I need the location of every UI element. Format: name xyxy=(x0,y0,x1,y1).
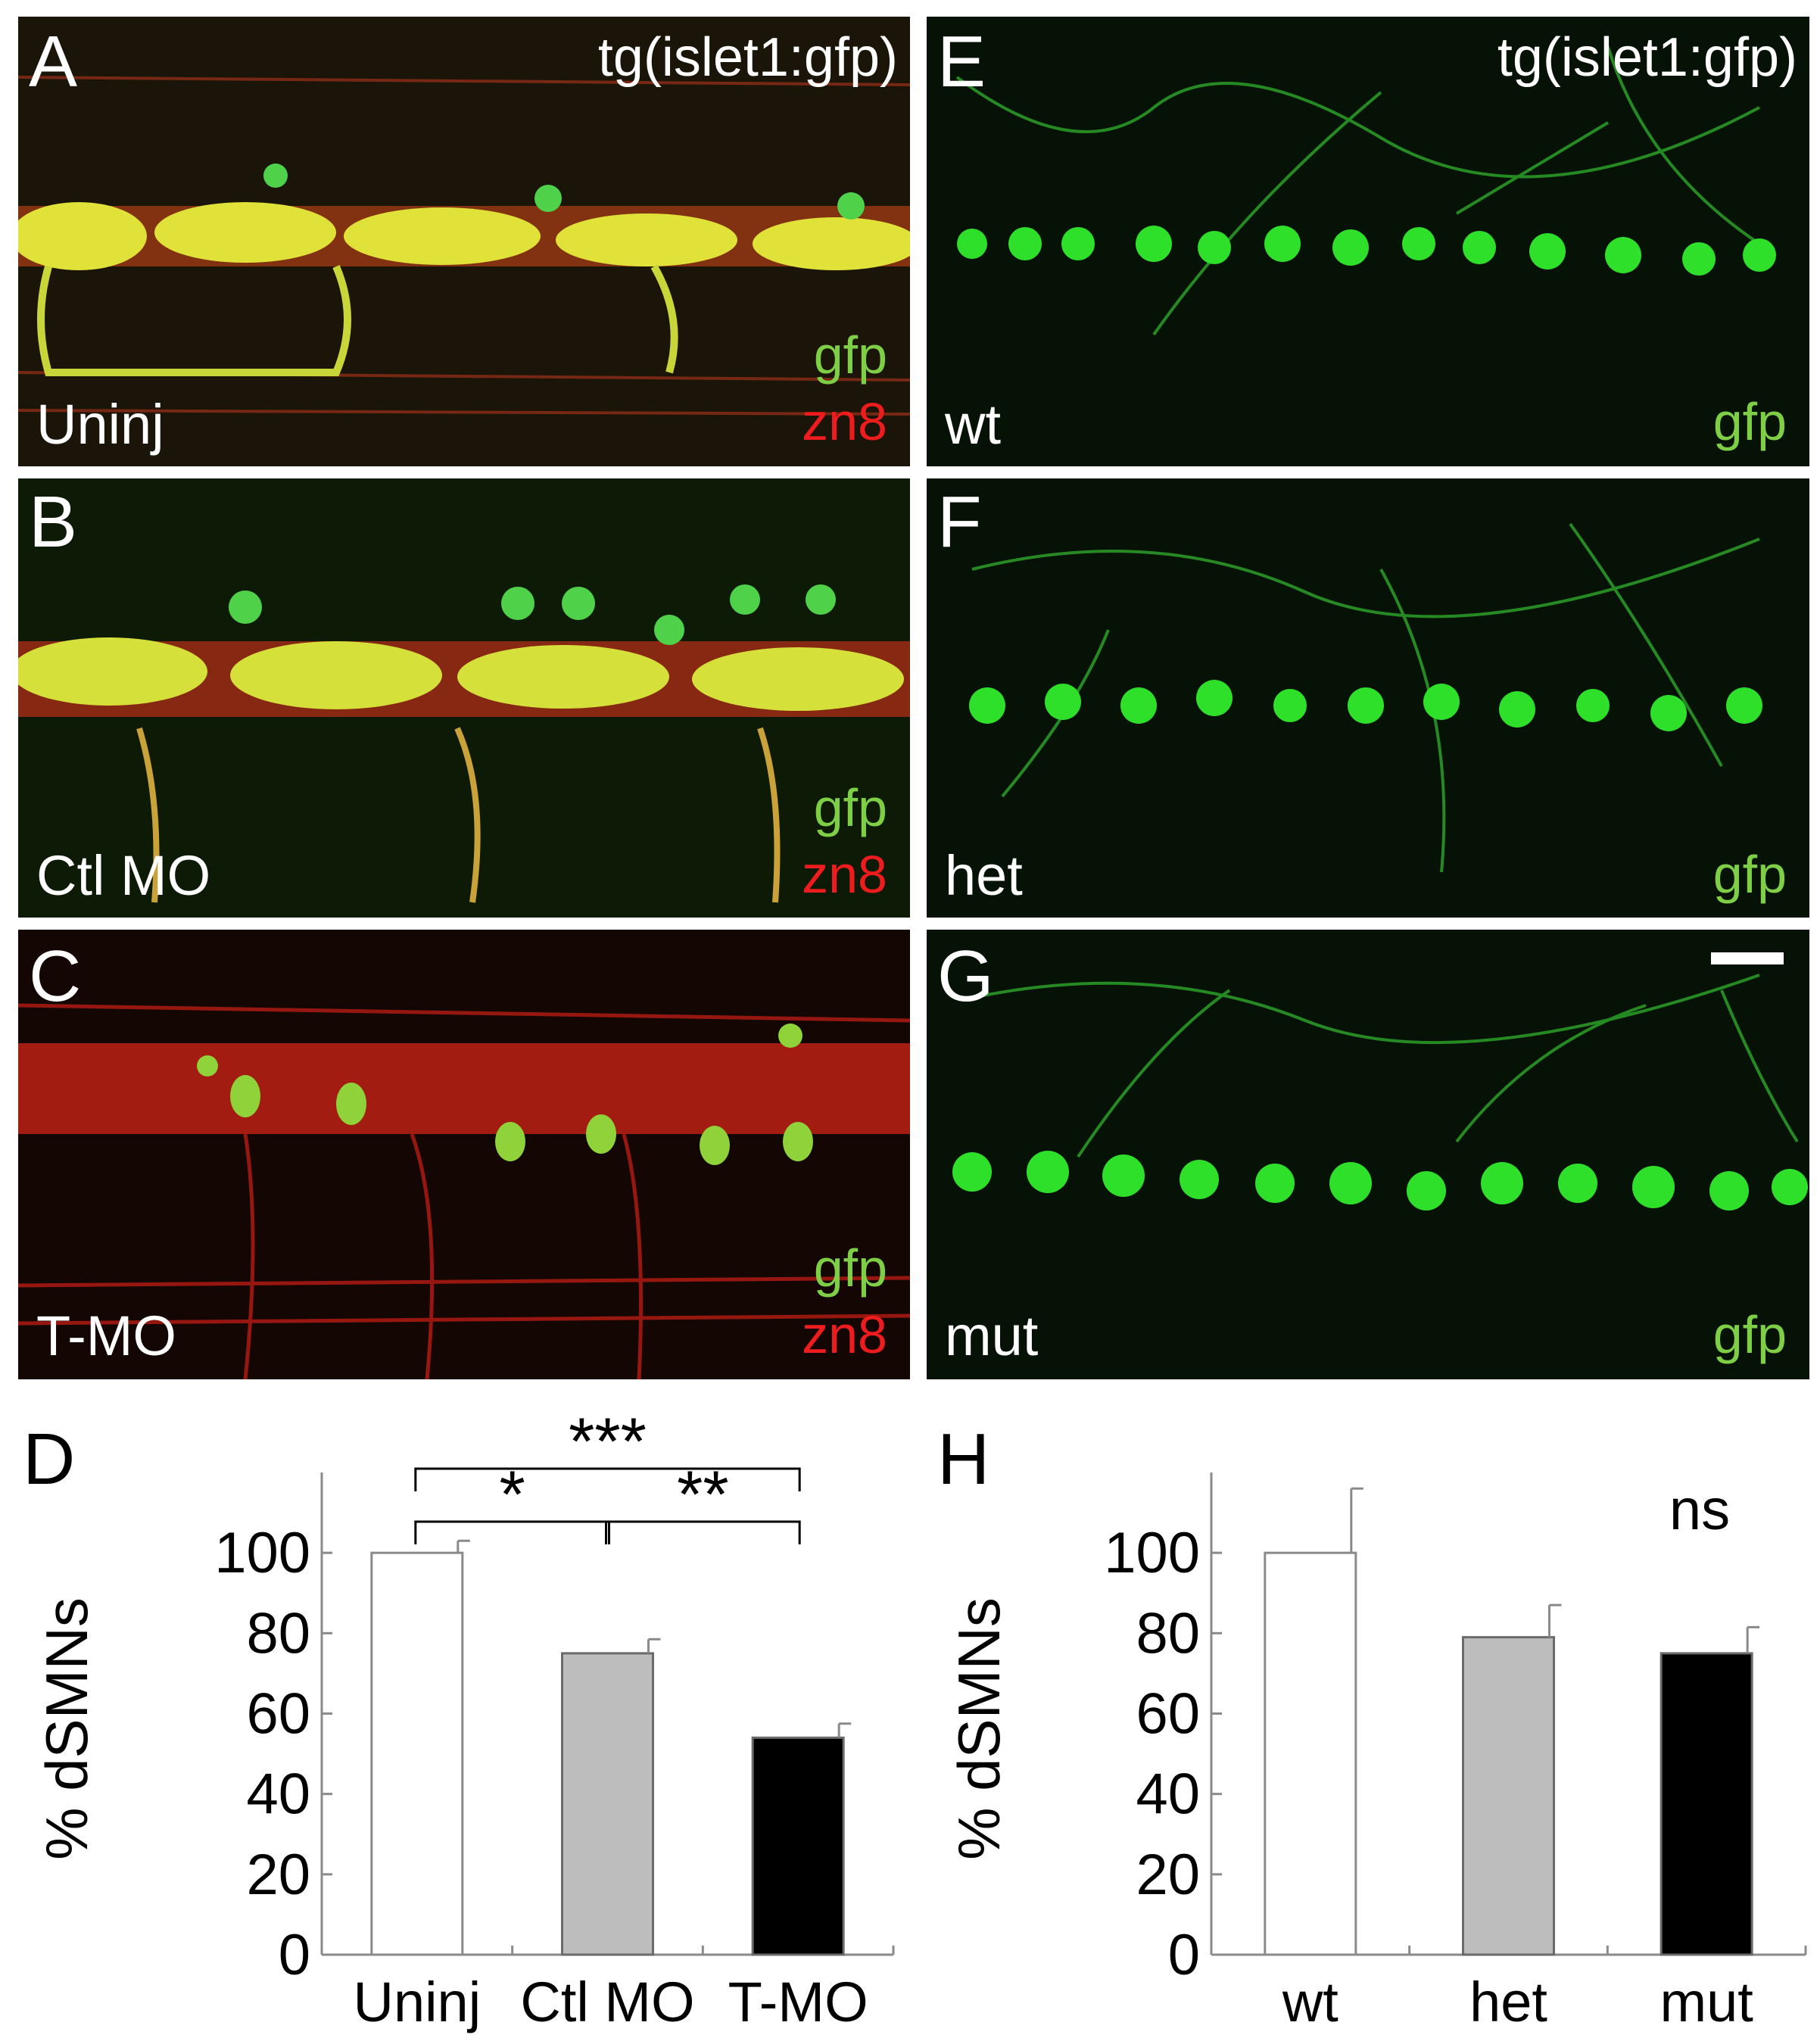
y-tick-label: 100 xyxy=(1104,1521,1200,1585)
micrograph-panel-b: B gfp zn8 Ctl MO xyxy=(18,478,910,918)
micrograph-b-image xyxy=(18,478,910,918)
micrograph-panel-c: C gfp zn8 T-MO xyxy=(18,930,910,1379)
significance-bracket xyxy=(605,1520,801,1544)
micrograph-g-image xyxy=(927,930,1809,1379)
transgene-label: tg(islet1:gfp) xyxy=(597,27,898,88)
panel-letter-d: D xyxy=(23,1419,76,1500)
y-tick-label: 20 xyxy=(246,1843,310,1907)
y-tick-label: 60 xyxy=(1136,1682,1200,1747)
panel-letter-h: H xyxy=(937,1419,990,1500)
micrograph-f-image xyxy=(927,478,1809,918)
y-tick-label: 40 xyxy=(1136,1762,1200,1827)
panel-letter: F xyxy=(937,481,982,562)
panel-letter: C xyxy=(29,936,82,1017)
transgene-label: tg(islet1:gfp) xyxy=(1497,27,1797,88)
bar xyxy=(751,1736,845,1956)
bar xyxy=(1660,1652,1753,1956)
stain-gfp-label: gfp xyxy=(813,326,887,385)
condition-label: Uninj xyxy=(36,393,164,456)
condition-label: T-MO xyxy=(36,1304,176,1367)
panel-letter: G xyxy=(937,936,994,1017)
panel-letter: A xyxy=(29,21,78,102)
micrograph-e-image xyxy=(927,17,1809,466)
category-label: Uninj xyxy=(354,1971,481,2033)
stain-gfp-label: gfp xyxy=(1712,392,1787,451)
y-axis-label: % dSMNs xyxy=(946,1597,1012,1860)
micrograph-panel-e: E tg(islet1:gfp) gfp wt xyxy=(927,17,1809,466)
bar xyxy=(561,1652,654,1956)
significance-bracket xyxy=(414,1520,610,1544)
micrograph-panel-a: A tg(islet1:gfp) gfp zn8 Uninj xyxy=(18,17,910,466)
significance-annotation: ns xyxy=(1669,1478,1730,1542)
y-tick-label: 0 xyxy=(279,1923,310,1987)
micrograph-a-image xyxy=(18,17,910,466)
condition-label: het xyxy=(945,844,1023,907)
significance-label: * xyxy=(500,1457,525,1532)
category-label: T-MO xyxy=(728,1971,868,2033)
stain-gfp-label: gfp xyxy=(1712,1305,1787,1364)
bar xyxy=(370,1551,464,1956)
stain-zn8-label: zn8 xyxy=(802,392,887,451)
category-label: het xyxy=(1469,1971,1547,2033)
condition-label: Ctl MO xyxy=(36,844,211,907)
panel-letter: B xyxy=(29,481,78,562)
y-axis-label: % dSMNs xyxy=(33,1597,100,1860)
significance-bracket xyxy=(414,1467,801,1491)
y-tick-label: 80 xyxy=(246,1601,310,1666)
panel-letter: E xyxy=(937,21,986,102)
stain-zn8-label: zn8 xyxy=(802,845,887,904)
y-tick-label: 0 xyxy=(1168,1923,1200,1987)
condition-label: mut xyxy=(945,1304,1039,1367)
micrograph-panel-f: F gfp het xyxy=(927,478,1809,918)
significance-label: ** xyxy=(677,1457,729,1532)
category-label: wt xyxy=(1282,1971,1339,2033)
y-tick-label: 80 xyxy=(1136,1601,1200,1666)
y-tick-label: 40 xyxy=(246,1762,310,1827)
significance-label: *** xyxy=(569,1404,647,1479)
category-label: mut xyxy=(1660,1971,1753,2033)
y-tick-label: 20 xyxy=(1136,1843,1200,1907)
micrograph-panel-g: G gfp mut xyxy=(927,930,1809,1379)
y-tick-label: 60 xyxy=(246,1682,310,1747)
category-label: Ctl MO xyxy=(520,1971,694,2033)
stain-gfp-label: gfp xyxy=(813,1239,887,1298)
stain-gfp-label: gfp xyxy=(1712,845,1787,904)
condition-label: wt xyxy=(945,393,1001,456)
stain-zn8-label: zn8 xyxy=(802,1305,887,1364)
micrograph-c-image xyxy=(18,930,910,1379)
bar xyxy=(1462,1636,1555,1956)
scale-bar xyxy=(1711,952,1784,964)
bar xyxy=(1264,1551,1357,1956)
stain-gfp-label: gfp xyxy=(813,778,887,837)
y-tick-label: 100 xyxy=(214,1521,310,1585)
